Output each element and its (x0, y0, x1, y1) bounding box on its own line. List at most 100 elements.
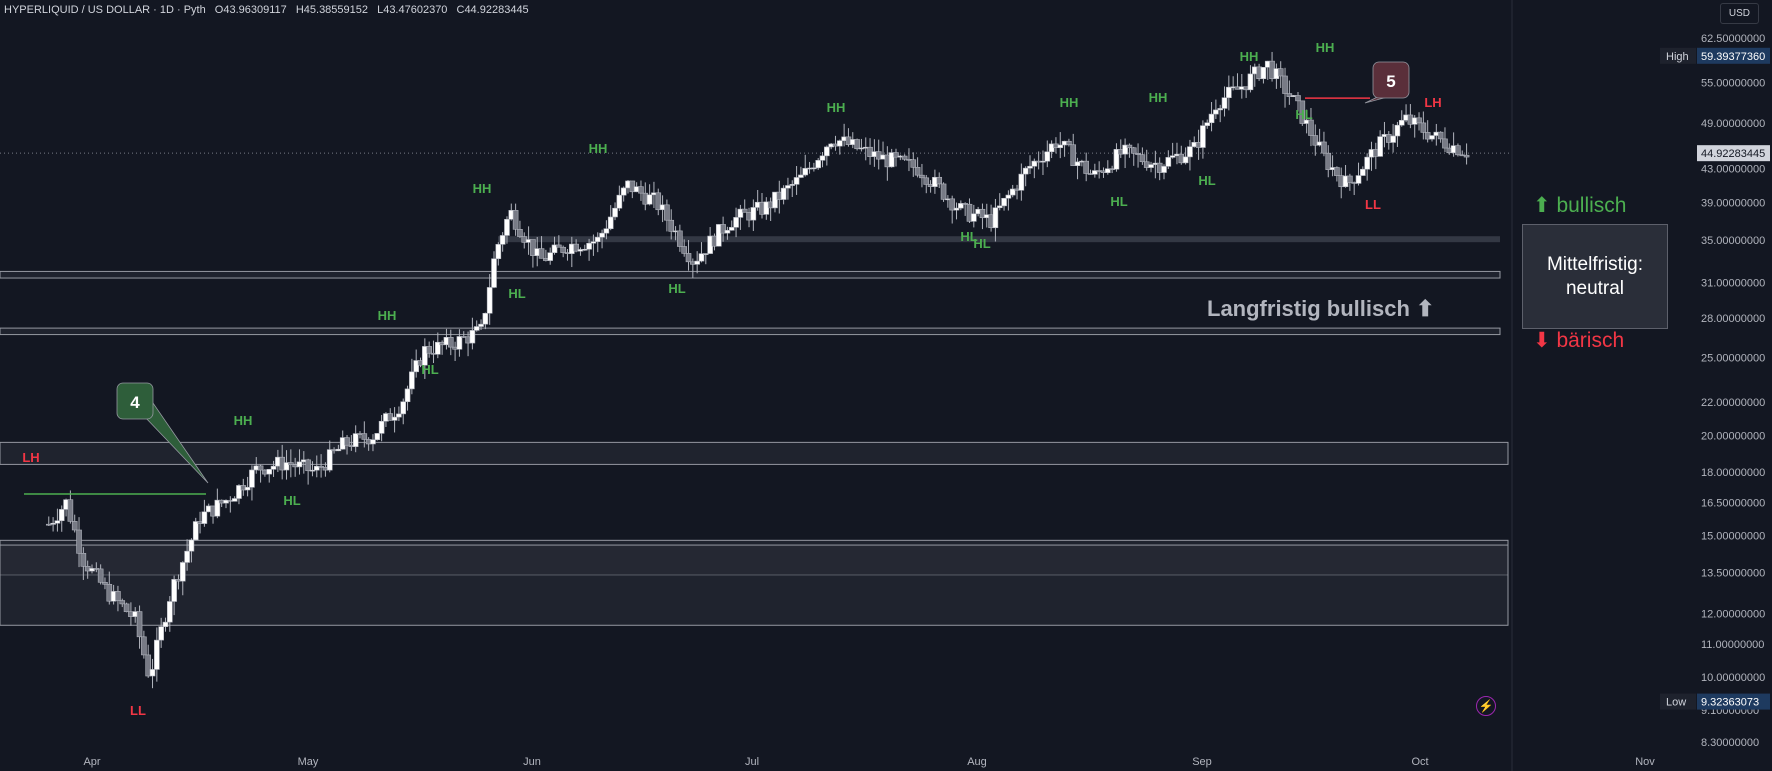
candle-body (231, 498, 238, 502)
candle-body (1027, 165, 1033, 169)
candle-body (1455, 145, 1461, 156)
candle-body (517, 229, 523, 237)
candle-body (1208, 113, 1215, 124)
price-tick: 31.00000000 (1701, 278, 1765, 290)
symbol-title[interactable]: HYPERLIQUID / US DOLLAR · 1D · Pyth (4, 4, 206, 16)
currency-button[interactable]: USD (1719, 3, 1759, 24)
candle-body (149, 669, 156, 677)
candle-body (361, 433, 368, 440)
candle-body (141, 636, 147, 656)
candle-body (201, 511, 208, 524)
candle-body (793, 177, 800, 185)
candle-body (914, 167, 921, 176)
candle-body (249, 469, 255, 488)
candle-body (154, 639, 160, 670)
candle-body (599, 232, 605, 238)
candle-body (1308, 119, 1314, 136)
candle-body (309, 469, 316, 472)
candle-body (590, 241, 597, 244)
candle-body (45, 523, 52, 526)
mid-term-line2: neutral (1565, 277, 1625, 299)
high-marker-label: High (1666, 51, 1689, 63)
candle-body (1364, 156, 1370, 170)
candle-body (940, 183, 947, 200)
low-marker-label: Low (1666, 697, 1686, 709)
candle-body (1321, 141, 1327, 154)
candle-body (1390, 135, 1396, 143)
structure-label-hl: HL (1198, 173, 1215, 188)
candle-body (1130, 147, 1137, 154)
candle-body (1420, 122, 1427, 133)
candle-body (179, 562, 186, 582)
price-tick: 35.00000000 (1701, 235, 1765, 247)
candle-body (1092, 170, 1098, 175)
long-term-text: Langfristig bullisch (1207, 296, 1410, 321)
time-axis: Apr May Jun Jul Aug Sep Oct Nov (83, 756, 1655, 768)
price-tick: 55.00000000 (1701, 78, 1765, 90)
bearish-text: bärisch (1556, 329, 1625, 352)
arrow-down-icon: ⬇ (1533, 329, 1551, 352)
low-marker-tag (1660, 693, 1696, 710)
candle-body (586, 242, 592, 250)
candle-body (979, 208, 986, 219)
structure-label-hl: HL (668, 281, 685, 296)
candle-body (966, 203, 973, 222)
candle-body (1105, 168, 1111, 173)
candle-body (728, 227, 735, 231)
price-tick: 15.00000000 (1701, 531, 1765, 543)
candle-body (1347, 175, 1353, 183)
candle-body (1312, 135, 1319, 146)
high-marker-box (1697, 47, 1770, 64)
candle-body (370, 439, 376, 445)
structure-label-lh: LH (22, 450, 39, 465)
price-zone (0, 544, 1509, 626)
candle-body (547, 252, 553, 261)
price-tick: 28.00000000 (1701, 313, 1765, 325)
low-marker: Low 9.32363073 (1660, 693, 1770, 710)
candle-body (789, 184, 796, 186)
last-price-marker-value: 44.92283445 (1701, 148, 1765, 160)
candle-body (715, 224, 722, 247)
candle-body (815, 160, 821, 169)
candle-body (167, 601, 173, 623)
candle-body (1074, 161, 1081, 166)
structure-label-hl: HL (973, 236, 990, 251)
candle-body (910, 159, 917, 168)
time-tick-sep: Sep (1192, 756, 1212, 768)
symbol-header: HYPERLIQUID / US DOLLAR · 1D · Pyth O43.… (4, 4, 535, 16)
candle-body (1005, 194, 1012, 199)
structure-label-hh: HH (378, 308, 397, 323)
candle-body (888, 152, 895, 168)
candle-body (1018, 173, 1025, 191)
candle-body (288, 462, 294, 466)
candle-body (811, 167, 817, 170)
candle-body (266, 469, 273, 475)
candle-body (76, 529, 82, 554)
candle-body (1226, 86, 1232, 99)
candle-body (352, 433, 359, 447)
structure-label-hh: HH (589, 141, 608, 156)
candle-body (1377, 136, 1383, 157)
candle-body (1355, 175, 1362, 184)
candle-body (1295, 95, 1301, 102)
candle-body (1416, 117, 1422, 124)
price-zone (498, 236, 1500, 243)
candle-body (538, 248, 545, 259)
candle-body (737, 208, 744, 218)
candle-body (1001, 197, 1007, 207)
candle-body (824, 146, 830, 157)
candle-body (478, 323, 484, 327)
candle-body (1070, 144, 1077, 166)
candle-body (54, 520, 61, 524)
candle-body (305, 459, 311, 472)
candle-body (326, 449, 333, 471)
candle-body (1260, 66, 1267, 80)
candle-body (184, 550, 190, 563)
candle-body (435, 341, 441, 355)
price-axis: 62.50000000 55.00000000 49.00000000 43.0000… (1660, 33, 1770, 749)
time-tick-oct: Oct (1411, 756, 1428, 768)
price-tick: 25.00000000 (1701, 353, 1765, 365)
candle-body (620, 187, 627, 196)
lightning-icon[interactable]: ⚡ (1476, 696, 1496, 716)
